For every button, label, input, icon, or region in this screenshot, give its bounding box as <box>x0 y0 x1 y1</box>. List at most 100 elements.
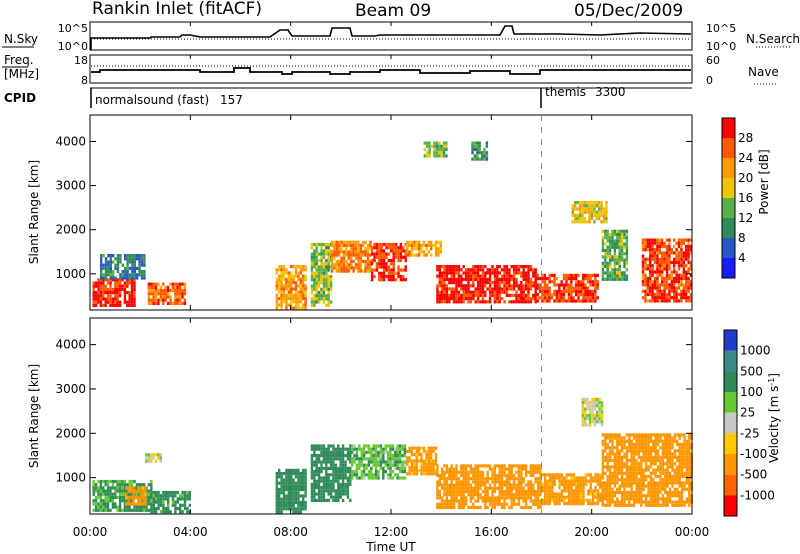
heatmap-cell <box>340 256 343 260</box>
heatmap-cell <box>457 284 461 288</box>
heatmap-cell <box>347 269 350 273</box>
heatmap-cell <box>536 277 539 281</box>
heatmap-cell <box>536 505 540 510</box>
heatmap-cell <box>616 274 619 278</box>
heatmap-cell <box>589 502 592 506</box>
heatmap-cell <box>385 268 388 272</box>
heatmap-cell <box>436 300 439 304</box>
heatmap-cell <box>112 260 115 264</box>
heatmap-cell <box>123 486 127 490</box>
heatmap-cell <box>620 248 624 253</box>
heatmap-cell <box>618 490 621 495</box>
heatmap-cell <box>452 467 456 471</box>
heatmap-cell <box>152 453 155 457</box>
heatmap-cell <box>327 300 330 304</box>
heatmap-cell <box>94 502 98 506</box>
heatmap-cell <box>653 280 657 284</box>
heatmap-cell <box>493 502 497 506</box>
heatmap-cell <box>632 471 636 475</box>
heatmap-cell <box>600 420 604 424</box>
heatmap-cell <box>329 489 333 493</box>
heatmap-cell <box>635 468 638 472</box>
heatmap-cell <box>327 498 330 502</box>
heatmap-cell <box>399 258 403 263</box>
heatmap-cell <box>116 291 119 295</box>
heatmap-cell <box>373 242 376 247</box>
heatmap-cell <box>386 476 390 480</box>
heatmap-cell <box>591 479 595 483</box>
heatmap-cell <box>97 284 100 288</box>
heatmap-cell <box>332 447 335 451</box>
heatmap-cell <box>685 286 688 290</box>
heatmap-cell <box>560 280 563 284</box>
heatmap-cell <box>322 450 326 454</box>
colorbar-tick-label: 1000 <box>740 344 771 358</box>
heatmap-cell <box>656 439 660 443</box>
heatmap-cell <box>651 286 654 290</box>
heatmap-cell <box>527 290 530 294</box>
heatmap-cell <box>623 277 626 281</box>
heatmap-cell <box>649 462 653 466</box>
heatmap-cell <box>680 446 684 450</box>
heatmap-cell <box>131 273 134 277</box>
heatmap-cell <box>630 433 633 437</box>
heatmap-cell <box>469 493 473 497</box>
heatmap-cell <box>345 250 348 254</box>
heatmap-cell <box>579 286 583 290</box>
heatmap-cell <box>188 494 191 498</box>
heatmap-cell <box>675 299 678 303</box>
heatmap-cell <box>524 470 528 474</box>
heatmap-cell <box>596 479 600 483</box>
heatmap-cell <box>546 479 549 483</box>
heatmap-cell <box>292 507 295 511</box>
heatmap-cell <box>294 297 298 301</box>
heatmap-cell <box>665 280 669 284</box>
heatmap-cell <box>290 300 293 304</box>
heatmap-cell <box>664 436 667 440</box>
heatmap-cell <box>162 295 165 299</box>
heatmap-cell <box>543 299 547 303</box>
heatmap-cell <box>635 487 638 491</box>
heatmap-cell <box>680 264 683 268</box>
heatmap-cell <box>685 497 689 501</box>
heatmap-cell <box>620 436 624 440</box>
heatmap-cell <box>432 446 435 450</box>
heatmap-cell <box>302 306 305 310</box>
heatmap-cell <box>109 270 112 274</box>
heatmap-cell <box>512 277 516 281</box>
heatmap-cell <box>474 287 477 291</box>
heatmap-cell <box>601 248 605 253</box>
heatmap-cell <box>320 278 323 282</box>
heatmap-cell <box>589 299 592 303</box>
heatmap-cell <box>445 141 448 145</box>
heatmap-cell <box>327 265 330 269</box>
heatmap-cell <box>290 494 293 498</box>
heatmap-cell <box>574 283 578 287</box>
heatmap-cell <box>565 277 568 281</box>
heatmap-cell <box>586 201 589 205</box>
heatmap-cell <box>628 458 631 463</box>
heatmap-cell <box>360 454 363 458</box>
heatmap-cell <box>382 265 386 269</box>
heatmap-cell <box>678 494 681 498</box>
heatmap-cell <box>304 507 307 511</box>
heatmap-cell <box>382 470 385 474</box>
heatmap-cell <box>647 474 650 479</box>
heatmap-cell <box>329 482 333 486</box>
heatmap-cell <box>97 502 100 506</box>
heatmap-cell <box>604 242 607 246</box>
heatmap-cell <box>596 286 599 290</box>
heatmap-cell <box>302 488 305 492</box>
heatmap-cell <box>663 257 666 261</box>
heatmap-cell <box>325 249 328 253</box>
heatmap-cell <box>689 244 693 249</box>
heatmap-cell <box>97 297 100 301</box>
heatmap-cell <box>476 265 480 269</box>
heatmap-cell <box>382 278 386 282</box>
heatmap-cell <box>663 264 666 268</box>
heatmap-cell <box>555 283 559 287</box>
heatmap-cell <box>596 492 600 496</box>
heatmap-cell <box>396 473 399 477</box>
heatmap-cell <box>342 250 346 254</box>
heatmap-cell <box>445 290 449 294</box>
